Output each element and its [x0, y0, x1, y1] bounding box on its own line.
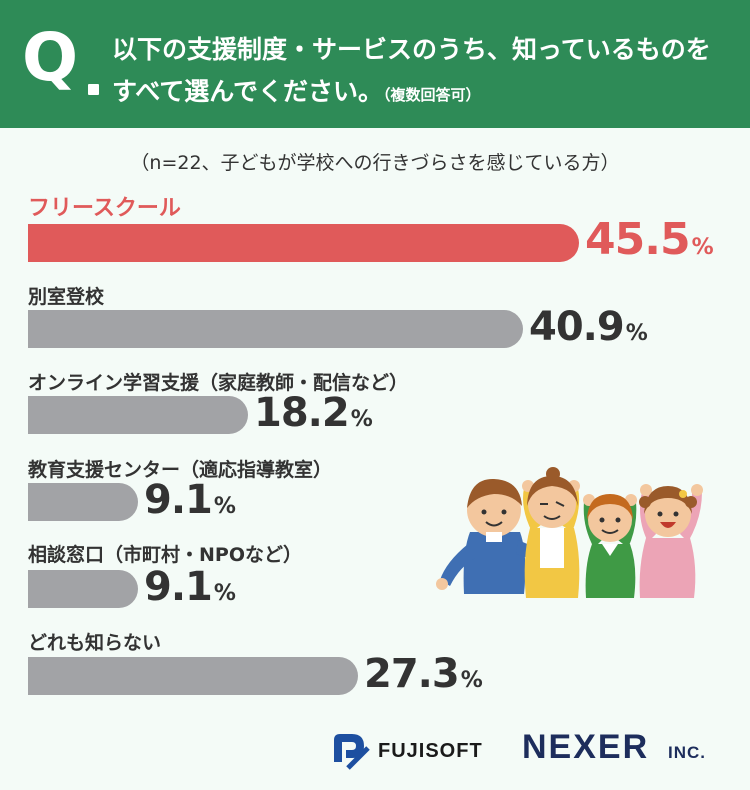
value-unit: %	[213, 581, 236, 606]
value-number: 40.9	[529, 304, 625, 350]
category-label: どれも知らない	[28, 632, 162, 654]
child-blue-icon	[436, 478, 532, 594]
value-number: 45.5	[585, 214, 691, 265]
value-number: 18.2	[254, 390, 350, 436]
fujisoft-logo-text: FUJISOFT	[378, 740, 483, 762]
question-mark: Q	[22, 19, 79, 96]
bar	[28, 483, 138, 521]
value-unit: %	[350, 407, 373, 432]
category-label: 別室登校	[28, 286, 105, 308]
fujisoft-logo-icon	[334, 734, 370, 770]
category-label: フリースクール	[28, 196, 181, 221]
question-dot	[88, 84, 99, 95]
child-green-icon	[583, 494, 637, 598]
bar	[28, 396, 248, 434]
bar	[28, 570, 138, 608]
children-cheering-illustration	[436, 467, 703, 598]
sample-note: （n=22、子どもが学校への行きづらさを感じている方）	[130, 152, 620, 174]
value-label: 45.5%	[585, 214, 714, 265]
value-label: 9.1%	[144, 564, 236, 610]
value-number: 9.1	[144, 564, 213, 610]
value-number: 9.1	[144, 477, 213, 523]
value-label: 40.9%	[529, 304, 648, 350]
value-unit: %	[625, 321, 648, 346]
bar	[28, 657, 358, 695]
value-unit: %	[691, 235, 714, 260]
category-label: 相談窓口（市町村・NPOなど）	[28, 544, 302, 566]
value-unit: %	[213, 494, 236, 519]
question-note: （複数回答可）	[383, 86, 481, 104]
bar	[28, 224, 579, 262]
category-label: 教育支援センター（適応指導教室）	[28, 459, 333, 481]
nexer-inc-text: INC.	[668, 743, 706, 762]
value-label: 27.3%	[364, 651, 483, 697]
question-text-line2: すべて選んでください。（複数回答可）	[112, 72, 481, 108]
question-header: Q 以下の支援制度・サービスのうち、知っているものを すべて選んでください。（複…	[0, 0, 750, 128]
child-pink-icon	[639, 484, 703, 598]
bar	[28, 310, 523, 348]
nexer-logo-text: NEXER	[522, 728, 650, 766]
child-yellow-icon	[522, 467, 580, 598]
value-number: 27.3	[364, 651, 460, 697]
value-unit: %	[460, 668, 483, 693]
value-label: 9.1%	[144, 477, 236, 523]
question-text-line2-main: すべて選んでください。	[112, 77, 384, 106]
value-label: 18.2%	[254, 390, 373, 436]
question-text-line1: 以下の支援制度・サービスのうち、知っているものを	[112, 35, 711, 64]
category-label: オンライン学習支援（家庭教師・配信など）	[28, 372, 409, 394]
